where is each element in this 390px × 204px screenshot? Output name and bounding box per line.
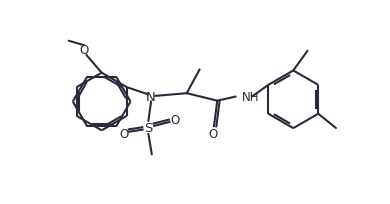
Text: O: O	[208, 128, 217, 141]
Text: N: N	[146, 91, 156, 104]
Text: O: O	[119, 128, 129, 140]
Text: O: O	[80, 43, 89, 57]
Text: S: S	[144, 122, 152, 135]
Text: O: O	[170, 114, 179, 127]
Text: NH: NH	[242, 91, 259, 104]
